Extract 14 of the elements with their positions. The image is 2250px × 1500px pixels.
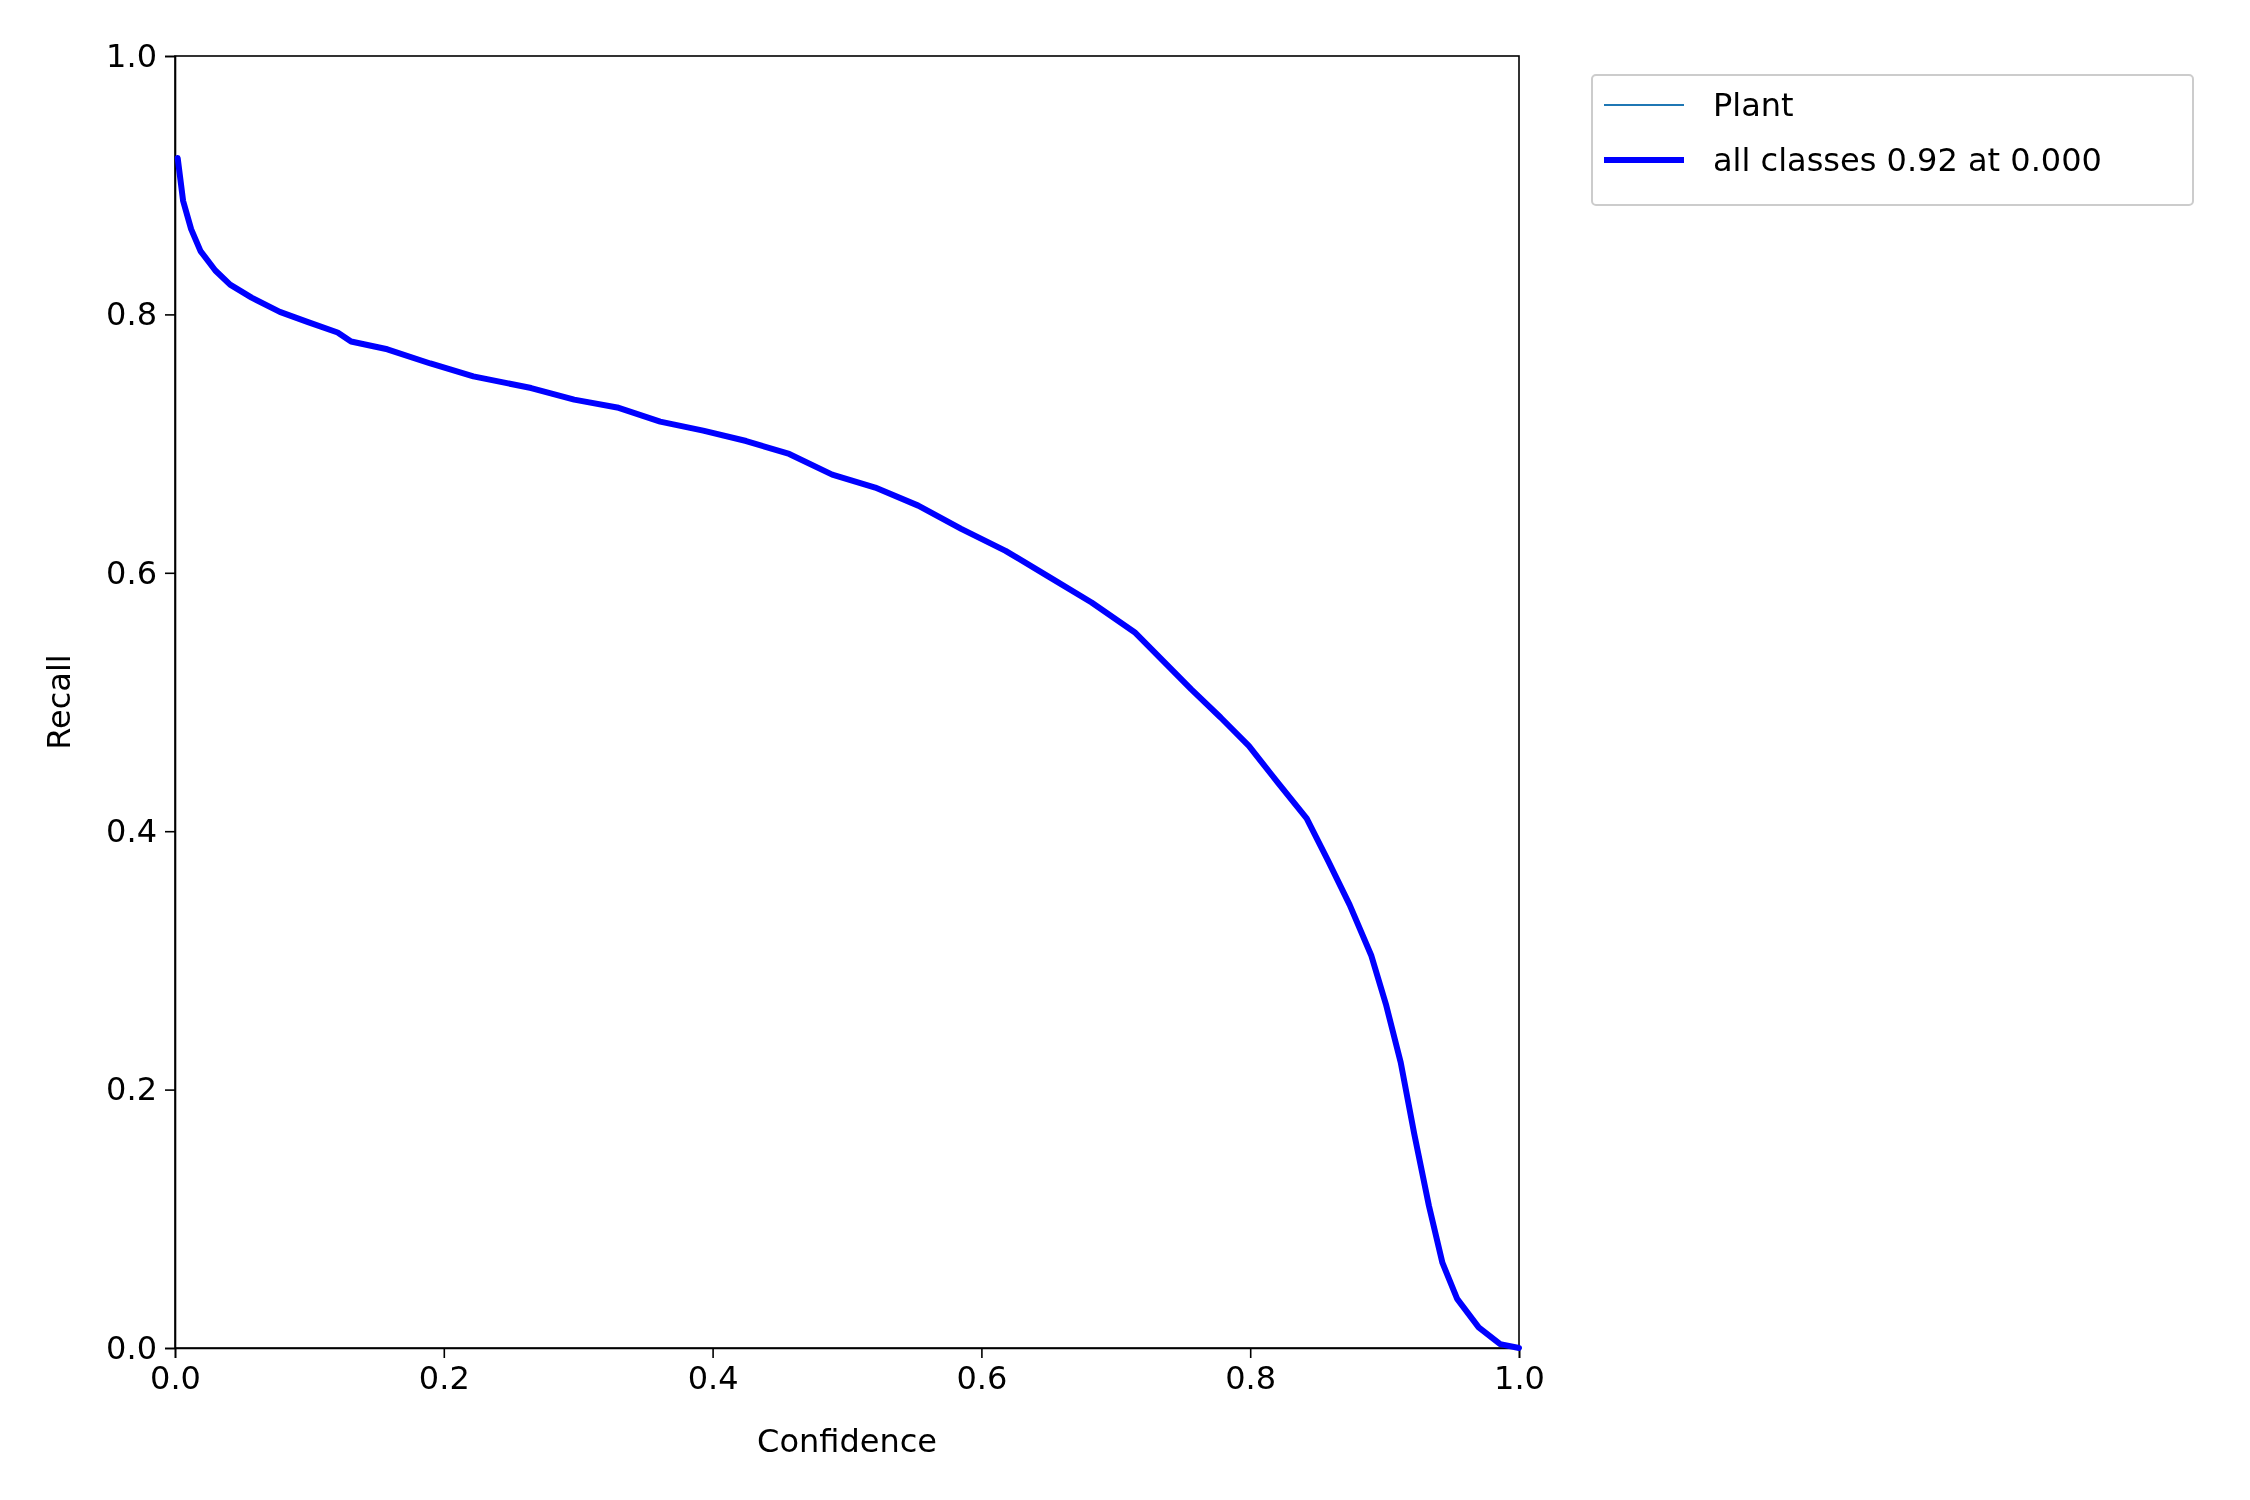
y-axis-title: Recall	[40, 654, 78, 750]
x-tick-label: 0.6	[956, 1358, 1008, 1397]
legend-label: all classes 0.92 at 0.000	[1713, 141, 2102, 179]
x-axis-title: Confidence	[757, 1422, 937, 1460]
x-tick-label: 0.8	[1225, 1358, 1277, 1397]
y-tick-label: 0.6	[106, 553, 157, 592]
y-tick-label: 0.8	[106, 295, 157, 334]
y-tick-label: 0.2	[106, 1070, 157, 1109]
x-tick-label: 0.2	[418, 1358, 470, 1397]
y-tick-label: 0.4	[106, 811, 157, 850]
x-tick-label: 0.4	[687, 1358, 739, 1397]
x-tick-label: 1.0	[1494, 1358, 1545, 1397]
legend-label: Plant	[1713, 86, 1794, 124]
y-tick-label: 1.0	[106, 36, 157, 75]
